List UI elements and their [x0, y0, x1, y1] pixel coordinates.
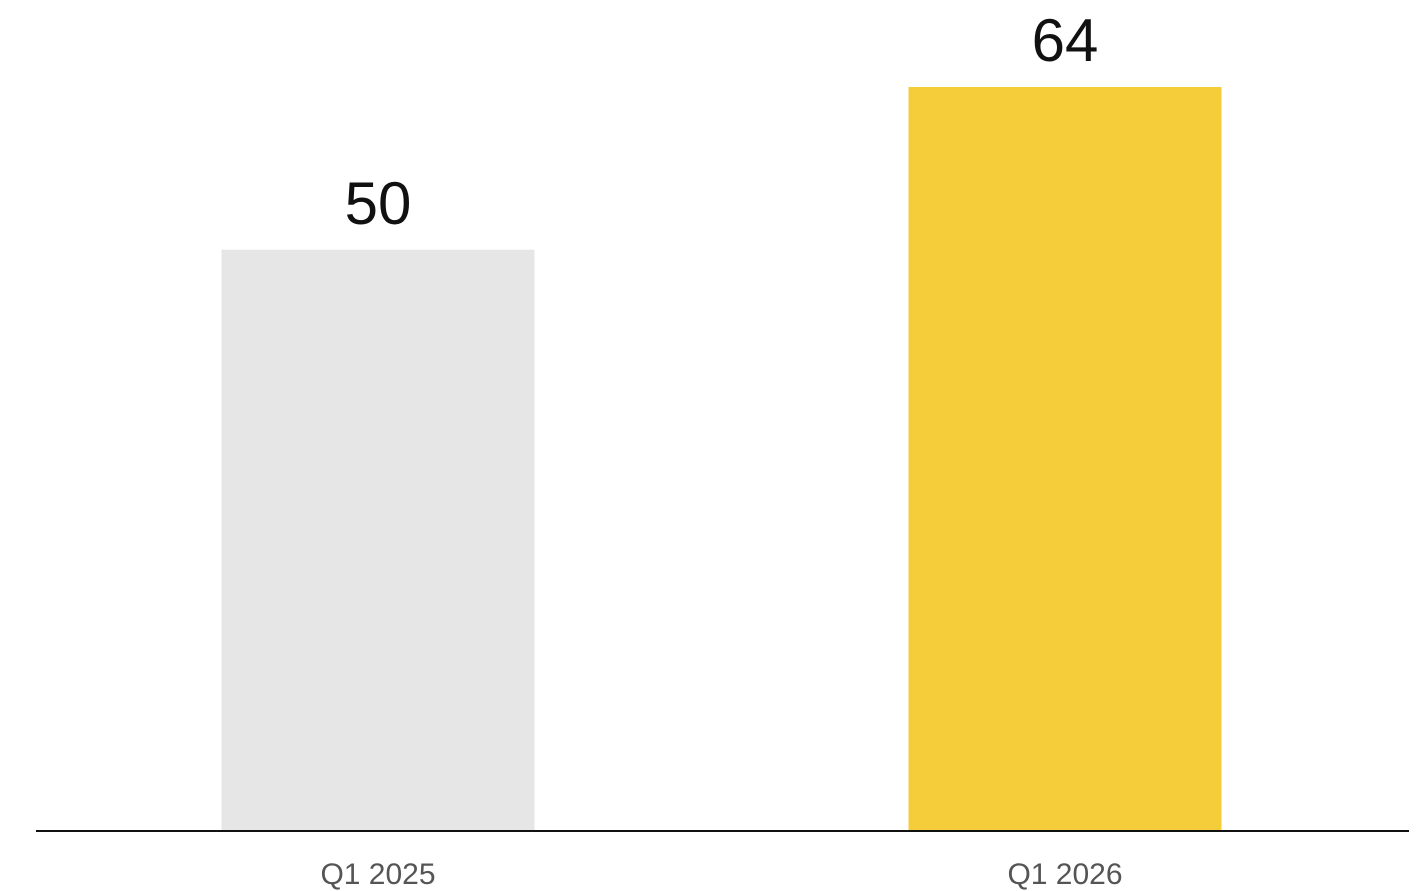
- bar-q1-2026: [908, 87, 1222, 831]
- bars-group: [221, 87, 1222, 831]
- data-label: 50: [345, 170, 412, 237]
- x-tick-label: Q1 2026: [1007, 858, 1122, 891]
- x-tick-label: Q1 2025: [320, 858, 435, 891]
- bar-q1-2025: [221, 249, 535, 831]
- labels-group: 50 Q1 2025 64 Q1 2026: [320, 7, 1122, 891]
- data-label: 64: [1032, 7, 1099, 74]
